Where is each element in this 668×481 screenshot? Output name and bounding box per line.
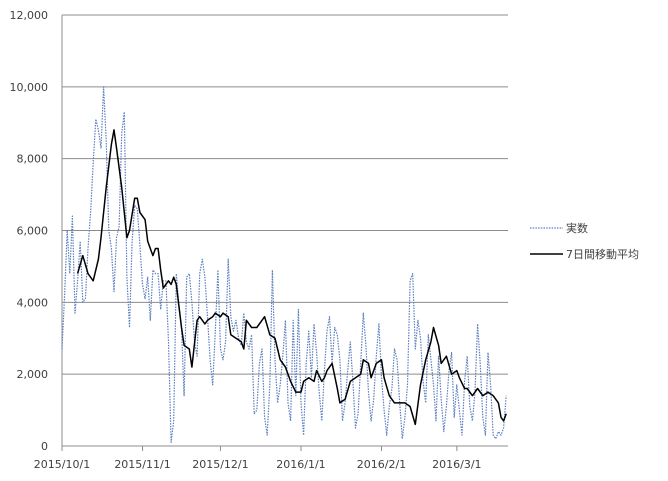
y-tick-label: 0 [41, 440, 48, 453]
y-tick-label: 6,000 [17, 225, 49, 238]
legend-label: 実数 [566, 221, 588, 235]
series-line-moving-average [76, 129, 507, 426]
y-tick-label: 2,000 [17, 368, 49, 381]
x-tick-label: 2015/12/1 [192, 458, 248, 471]
x-tick-label: 2016/2/1 [357, 458, 406, 471]
series-layer [61, 86, 507, 443]
y-tick-label: 12,000 [10, 9, 49, 22]
y-tick-label: 10,000 [10, 81, 49, 94]
x-tick-label: 2016/3/1 [432, 458, 481, 471]
x-tick-label: 2015/10/1 [34, 458, 90, 471]
grid [61, 14, 508, 447]
y-tick-label: 8,000 [17, 153, 49, 166]
y-tick-label: 4,000 [17, 296, 49, 309]
legend: 実数 7日間移動平均 [530, 221, 639, 261]
series-line-actual [61, 86, 507, 443]
legend-label: 7日間移動平均 [566, 247, 639, 261]
x-tick-label: 2016/1/1 [276, 458, 325, 471]
x-axis-ticks: 2015/10/1 2015/11/1 2015/12/1 2016/1/1 2016/… [34, 446, 482, 471]
x-tick-label: 2015/11/1 [114, 458, 170, 471]
y-axis-ticks: 0 2,000 4,000 6,000 8,000 10,000 12,000 [10, 9, 49, 453]
